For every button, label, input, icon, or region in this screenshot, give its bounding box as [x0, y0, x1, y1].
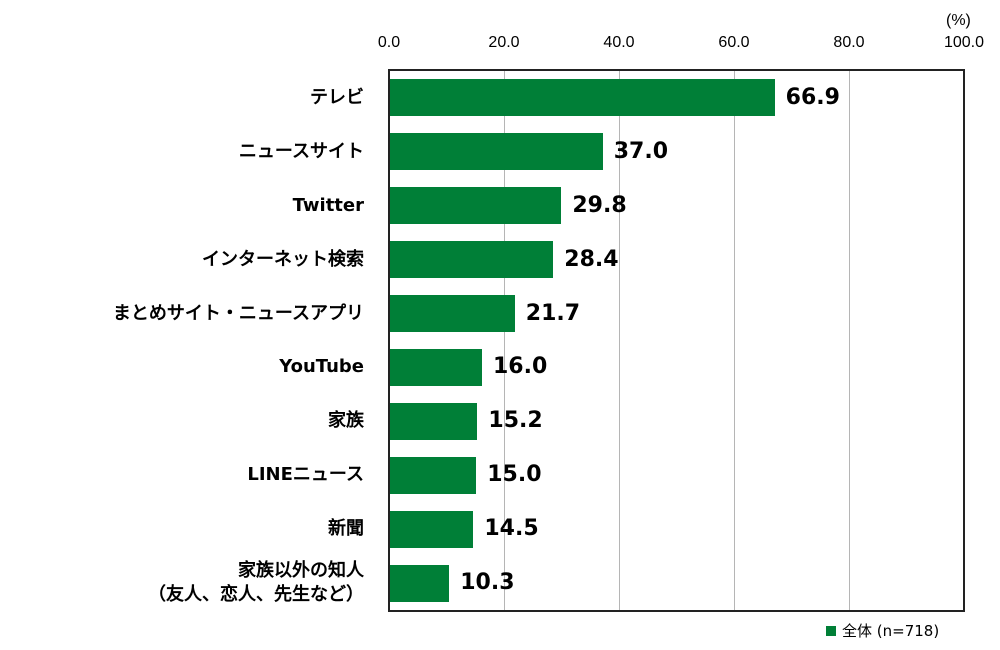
plot-area	[388, 69, 965, 612]
bar	[390, 241, 554, 279]
x-tick-label: 0.0	[377, 34, 401, 51]
x-tick-label: 100.0	[943, 34, 985, 51]
bar	[390, 79, 775, 117]
category-label: テレビ	[310, 86, 364, 108]
value-label: 16.0	[493, 354, 548, 380]
gridline	[849, 71, 850, 610]
category-label: LINEニュース	[247, 464, 364, 486]
value-label: 29.8	[572, 192, 627, 218]
category-label: 家族	[328, 410, 364, 432]
gridline	[504, 71, 505, 610]
bar	[390, 133, 603, 171]
value-label: 14.5	[484, 516, 539, 542]
gridline	[734, 71, 735, 610]
legend: 全体 (n=718)	[826, 620, 939, 641]
legend-swatch	[826, 625, 836, 636]
bar	[390, 456, 477, 494]
unit-label: (%)	[946, 12, 971, 29]
category-label: まとめサイト・ニュースアプリ	[112, 302, 364, 324]
value-label: 21.7	[525, 300, 581, 326]
value-label: 10.3	[460, 570, 515, 596]
bar	[390, 295, 515, 333]
x-tick-label: 20.0	[488, 34, 520, 51]
bar	[390, 402, 478, 440]
value-label: 37.0	[613, 138, 669, 164]
category-label: 家族以外の知人 （友人、恋人、先生など）	[148, 560, 364, 606]
category-label: Twitter	[292, 194, 364, 216]
bar	[390, 564, 450, 602]
category-label: ニュースサイト	[238, 140, 364, 162]
bar	[390, 510, 474, 548]
x-tick-label: 60.0	[718, 34, 750, 51]
x-tick-label: 40.0	[603, 34, 635, 51]
bar	[390, 348, 482, 386]
value-label: 15.2	[488, 408, 543, 434]
legend-label: 全体 (n=718)	[842, 622, 940, 640]
gridline	[619, 71, 620, 610]
x-tick-label: 80.0	[833, 34, 865, 51]
value-label: 28.4	[564, 246, 619, 272]
category-label: YouTube	[279, 356, 364, 378]
value-label: 15.0	[487, 462, 542, 488]
category-label: インターネット検索	[202, 248, 364, 270]
category-label: 新聞	[328, 518, 364, 540]
bar	[390, 187, 562, 225]
value-label: 66.9	[785, 84, 840, 110]
